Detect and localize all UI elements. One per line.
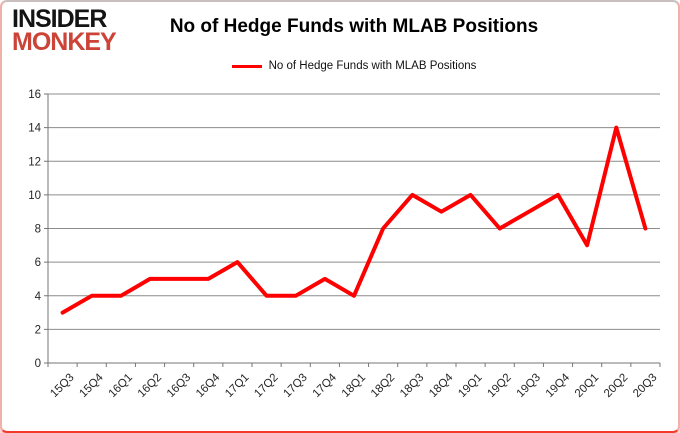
x-tick-label: 16Q1 [107,372,135,400]
y-tick-label: 2 [35,324,41,336]
logo-line2: MONKEY [12,28,117,56]
y-tick-label: 4 [35,291,42,303]
x-tick-label: 19Q2 [485,372,513,400]
x-tick-label: 20Q2 [602,372,630,400]
y-tick-label: 0 [35,358,41,370]
x-tick-label: 17Q4 [311,371,340,400]
x-tick-label: 16Q2 [136,372,164,400]
x-tick-label: 16Q3 [165,372,193,400]
y-tick-label: 8 [35,224,41,236]
x-tick-label: 18Q4 [427,371,456,400]
y-tick-label: 12 [28,156,41,168]
y-tick-label: 6 [35,257,41,269]
y-tick-label: 16 [28,89,41,101]
x-tick-label: 17Q3 [281,372,309,400]
insider-monkey-logo: INSIDER MONKEY [12,5,117,56]
legend: No of Hedge Funds with MLAB Positions [48,60,660,72]
x-tick-label: 19Q1 [456,372,484,400]
x-tick-label: 17Q2 [252,372,280,400]
legend-line-swatch [231,64,262,68]
legend-label: No of Hedge Funds with MLAB Positions [268,60,477,72]
series-line [60,125,648,315]
x-tick-label: 15Q4 [77,371,106,400]
x-tick-label: 18Q1 [340,372,368,400]
chart-title: No of Hedge Funds with MLAB Positions [169,16,539,37]
x-tick-label: 19Q3 [515,372,543,400]
x-tick-label: 16Q4 [194,371,223,400]
x-tick-label: 19Q4 [544,371,573,400]
x-tick-label: 20Q1 [573,372,601,400]
y-tick-label: 10 [28,190,41,202]
x-tick-label: 18Q3 [398,372,426,400]
x-tick-label: 18Q2 [369,372,397,400]
logo-line1: INSIDER [12,5,107,33]
x-tick-label: 20Q3 [631,372,659,400]
y-tick-label: 14 [28,123,41,135]
x-tick-label: 15Q3 [48,372,76,400]
x-tick-label: 17Q1 [223,372,251,400]
